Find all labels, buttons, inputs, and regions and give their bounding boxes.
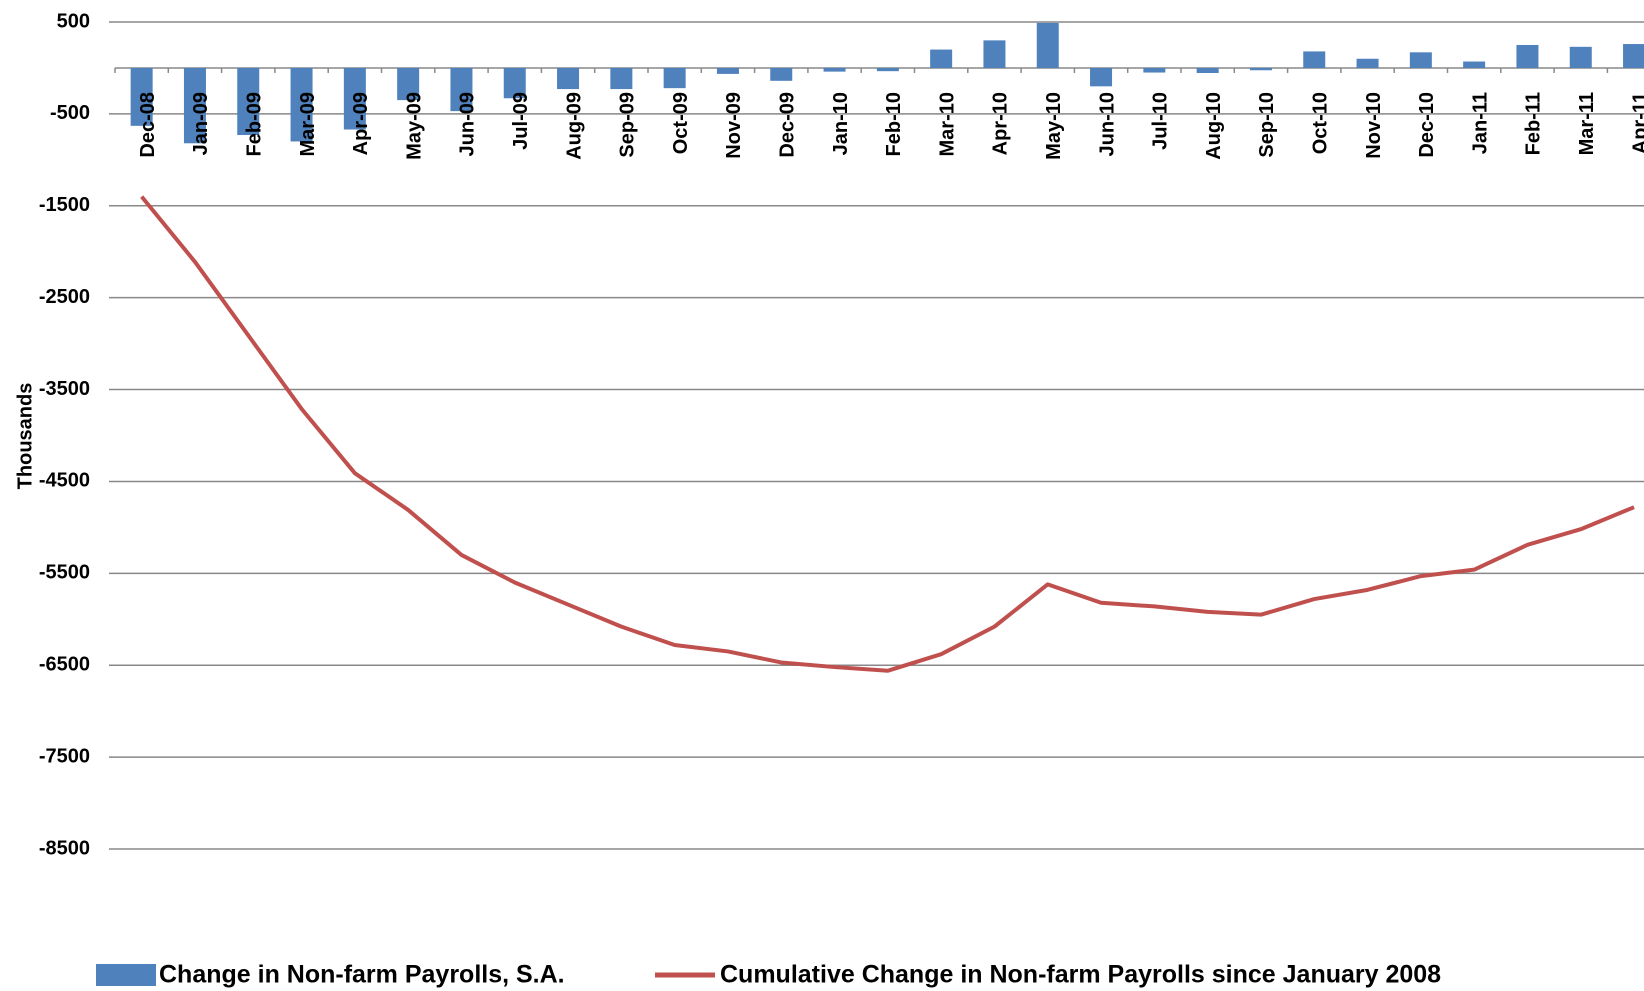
bar	[1516, 44, 1539, 68]
x-tick-label: Jun-10	[1096, 92, 1118, 156]
bar	[397, 67, 420, 101]
y-tick-label: -1500	[39, 194, 90, 216]
x-tick-label: Jul-10	[1150, 92, 1172, 150]
x-tick-label: Feb-10	[883, 92, 905, 156]
y-tick-label: -7500	[39, 745, 90, 767]
x-tick-label: Oct-10	[1310, 92, 1332, 154]
x-tick-label: Dec-08	[137, 92, 159, 158]
x-tick-label: Sep-10	[1256, 92, 1278, 158]
x-tick-label: Apr-11	[1629, 92, 1644, 154]
bar	[983, 40, 1006, 68]
y-tick-label: -3500	[39, 378, 90, 400]
x-tick-label: Nov-09	[723, 92, 745, 159]
x-tick-label: May-09	[403, 92, 425, 160]
x-tick-label: Aug-09	[563, 92, 585, 160]
bar	[183, 67, 206, 144]
legend-label: Cumulative Change in Non-farm Payrolls s…	[720, 961, 1441, 989]
bar	[1303, 51, 1326, 68]
y-tick-label: -6500	[39, 654, 90, 676]
line	[140, 195, 1635, 673]
bar	[343, 67, 366, 130]
x-tick-label: Mar-09	[297, 92, 319, 156]
bar	[290, 67, 313, 142]
x-tick-label: Jul-09	[510, 92, 532, 150]
x-tick-label: Apr-10	[990, 92, 1012, 155]
bar	[1090, 67, 1113, 87]
bar	[1409, 52, 1432, 68]
bar	[237, 67, 260, 136]
bar	[876, 67, 899, 72]
bar	[930, 49, 953, 68]
x-tick-label: Mar-11	[1576, 92, 1598, 155]
bar	[503, 67, 526, 99]
x-tick-label: Jan-11	[1469, 92, 1491, 154]
x-tick-label: Jun-09	[457, 92, 479, 156]
x-tick-label: Oct-09	[670, 92, 692, 154]
bar	[770, 67, 793, 81]
y-tick-label: -5500	[39, 562, 90, 584]
y-tick-label: -500	[50, 102, 90, 124]
x-tick-label: May-10	[1043, 92, 1065, 160]
bar	[1569, 46, 1592, 68]
bar	[1356, 58, 1379, 68]
legend-swatch	[96, 964, 156, 986]
x-tick-label: Nov-10	[1363, 92, 1385, 159]
y-tick-label: 500	[57, 10, 90, 32]
bar	[1196, 67, 1219, 73]
x-tick-label: Apr-09	[350, 92, 372, 155]
x-tick-label: Jan-10	[830, 92, 852, 155]
x-tick-label: Mar-10	[936, 92, 958, 156]
bar	[557, 67, 580, 90]
bar	[823, 67, 846, 72]
x-tick-label: Dec-09	[777, 92, 799, 158]
bar	[1036, 22, 1059, 68]
x-tick-label: Jan-09	[190, 92, 212, 155]
legend-label: Change in Non-farm Payrolls, S.A.	[159, 961, 565, 989]
x-tick-label: Dec-10	[1416, 92, 1438, 158]
y-axis-title: Thousands	[14, 383, 36, 490]
bar	[1143, 67, 1166, 73]
x-tick-label: Feb-11	[1523, 92, 1545, 155]
bar	[1623, 44, 1644, 68]
y-tick-label: -8500	[39, 837, 90, 859]
bar	[1249, 67, 1272, 71]
bar	[716, 67, 739, 74]
bar	[610, 67, 633, 90]
bar	[130, 67, 153, 126]
x-tick-label: Feb-09	[244, 92, 266, 156]
bar	[450, 67, 473, 112]
bar	[1463, 61, 1486, 68]
y-tick-label: -2500	[39, 286, 90, 308]
x-tick-label: Sep-09	[617, 92, 639, 158]
y-tick-label: -4500	[39, 470, 90, 492]
x-tick-label: Aug-10	[1203, 92, 1225, 160]
bar	[663, 67, 686, 89]
